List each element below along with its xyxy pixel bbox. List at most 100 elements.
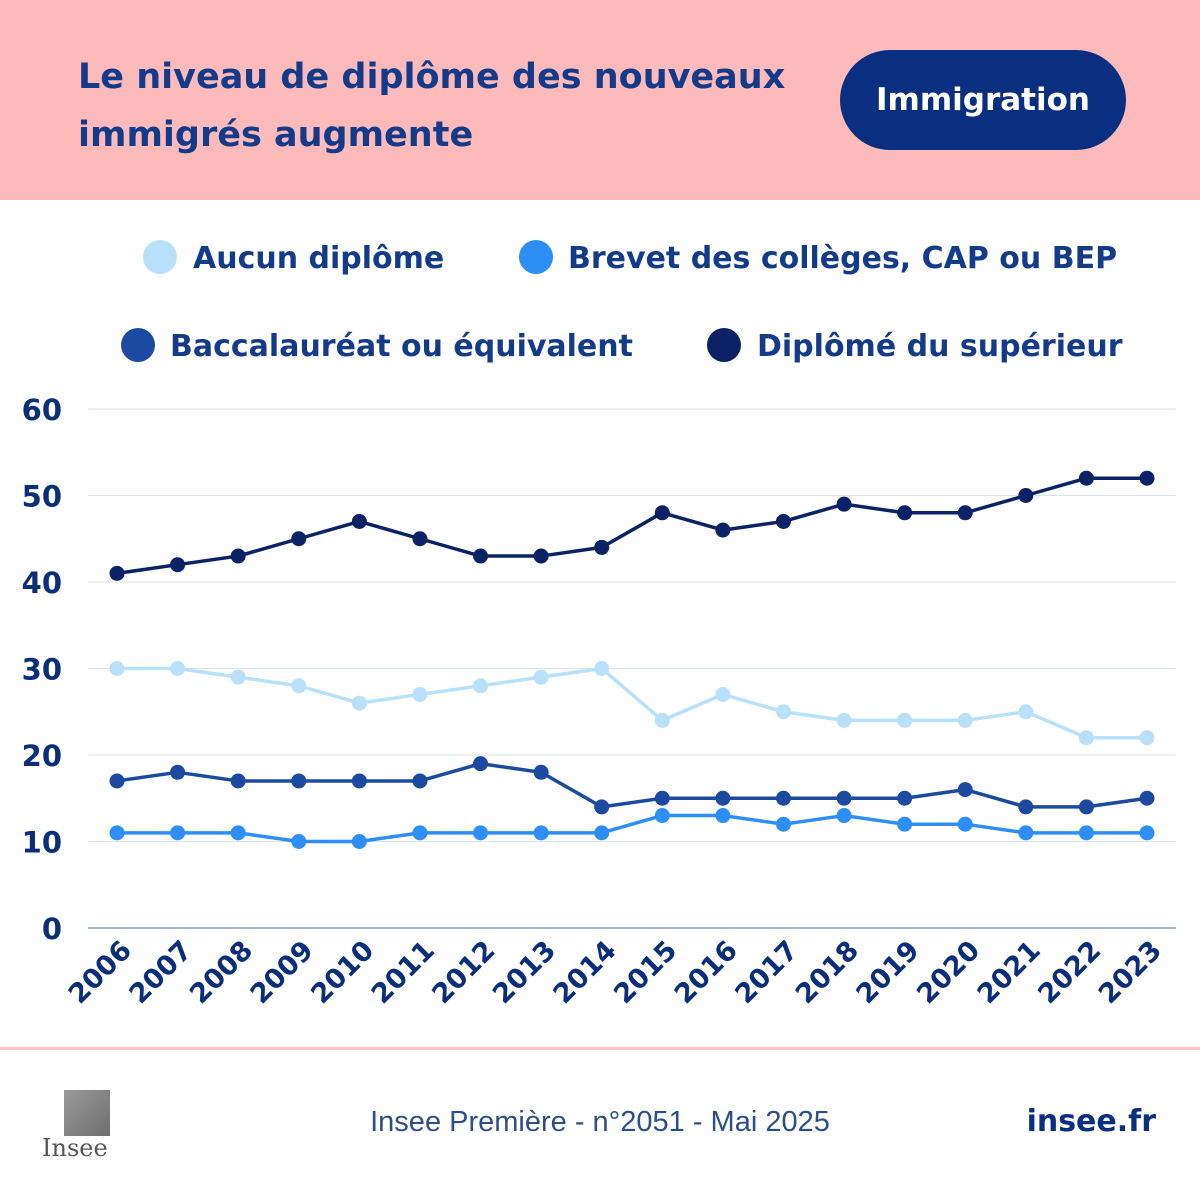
line-chart: Aucun diplôme Brevet des collèges, CAP ou…	[22, 240, 1176, 1010]
data-point	[957, 712, 973, 728]
y-tick-label: 40	[22, 566, 62, 600]
logo-mark-icon	[64, 1090, 110, 1136]
chart-title: Le niveau de diplôme des nouveaux immigr…	[78, 57, 786, 155]
data-point	[109, 825, 125, 841]
data-point	[351, 773, 367, 789]
data-point	[1018, 704, 1034, 720]
x-tick-label: 2023	[1093, 935, 1168, 1010]
data-point	[170, 764, 186, 780]
logo-text: Insee	[42, 1134, 108, 1162]
category-tag[interactable]: Immigration	[840, 50, 1126, 150]
data-point	[594, 661, 610, 676]
insee-logo: Insee	[40, 1088, 120, 1168]
data-point	[291, 678, 307, 694]
data-point	[412, 531, 428, 547]
series-line	[117, 666, 1147, 740]
data-point	[533, 548, 549, 564]
data-point	[533, 825, 549, 841]
data-point	[1078, 799, 1094, 815]
data-point	[1139, 790, 1155, 806]
data-point	[654, 790, 670, 806]
data-point	[715, 686, 731, 702]
data-point	[109, 773, 125, 789]
data-point	[775, 513, 791, 529]
data-point	[1018, 799, 1034, 815]
x-tick-label: 2012	[426, 935, 501, 1010]
data-point	[473, 825, 489, 841]
legend-label: Diplômé du supérieur	[757, 329, 1123, 364]
data-point	[654, 712, 670, 728]
x-tick-label: 2007	[123, 935, 198, 1010]
legend-marker	[707, 328, 741, 362]
series-line	[117, 813, 1147, 844]
data-point	[957, 816, 973, 832]
data-point	[1078, 825, 1094, 841]
x-tick-label: 2021	[972, 935, 1047, 1010]
data-point	[1139, 470, 1155, 486]
x-tick-label: 2006	[63, 935, 138, 1010]
data-point	[109, 565, 125, 581]
data-point	[230, 825, 246, 841]
legend-label: Brevet des collèges, CAP ou BEP	[568, 241, 1117, 276]
series-line	[116, 476, 1147, 576]
data-point	[715, 522, 731, 538]
data-point	[473, 548, 489, 564]
x-tick-label: 2015	[608, 935, 683, 1010]
y-tick-label: 10	[22, 826, 62, 860]
data-point	[1018, 825, 1034, 841]
y-tick-label: 50	[22, 480, 62, 514]
data-point	[291, 531, 307, 547]
data-point	[351, 695, 367, 711]
data-point	[412, 773, 428, 789]
y-tick-label: 20	[22, 739, 62, 773]
data-point	[291, 834, 307, 849]
data-point	[533, 669, 549, 685]
data-point	[109, 661, 125, 676]
data-point	[775, 816, 791, 832]
data-point	[836, 808, 852, 824]
x-tick-label: 2013	[487, 935, 562, 1010]
source-citation: Insee Première - n°2051 - Mai 2025	[370, 1106, 830, 1138]
x-tick-label: 2016	[669, 935, 744, 1010]
data-point	[957, 782, 973, 798]
data-point	[230, 773, 246, 789]
x-tick-label: 2010	[305, 935, 380, 1010]
legend-marker	[143, 240, 177, 274]
data-point	[897, 505, 913, 521]
data-point	[1139, 730, 1155, 746]
data-point	[291, 773, 307, 789]
data-point	[1078, 470, 1094, 486]
data-point	[1139, 825, 1155, 841]
data-point	[715, 808, 731, 824]
x-tick-label: 2018	[790, 935, 865, 1010]
data-point	[533, 764, 549, 780]
data-point	[351, 513, 367, 529]
data-point	[594, 799, 610, 815]
data-point	[351, 834, 367, 849]
data-point	[836, 712, 852, 728]
data-point	[654, 505, 670, 521]
data-point	[230, 548, 246, 564]
data-point	[654, 808, 670, 824]
data-point	[170, 825, 186, 841]
series-line	[116, 761, 1148, 809]
data-point	[715, 790, 731, 806]
data-point	[897, 712, 913, 728]
x-tick-label: 2019	[851, 935, 926, 1010]
legend-marker	[121, 328, 155, 362]
data-point	[957, 505, 973, 521]
data-point	[897, 790, 913, 806]
data-point	[473, 678, 489, 694]
header-banner: Le niveau de diplôme des nouveaux immigr…	[0, 0, 1200, 200]
data-point	[412, 825, 428, 841]
data-point	[775, 704, 791, 720]
site-link[interactable]: insee.fr	[1026, 1104, 1156, 1139]
legend-label: Baccalauréat ou équivalent	[170, 329, 633, 364]
x-tick-label: 2011	[366, 935, 441, 1010]
x-tick-label: 2008	[184, 935, 259, 1010]
data-point	[1078, 730, 1094, 746]
y-tick-label: 60	[22, 393, 62, 427]
x-tick-label: 2017	[729, 935, 804, 1010]
data-point	[230, 669, 246, 685]
data-point	[473, 756, 489, 772]
